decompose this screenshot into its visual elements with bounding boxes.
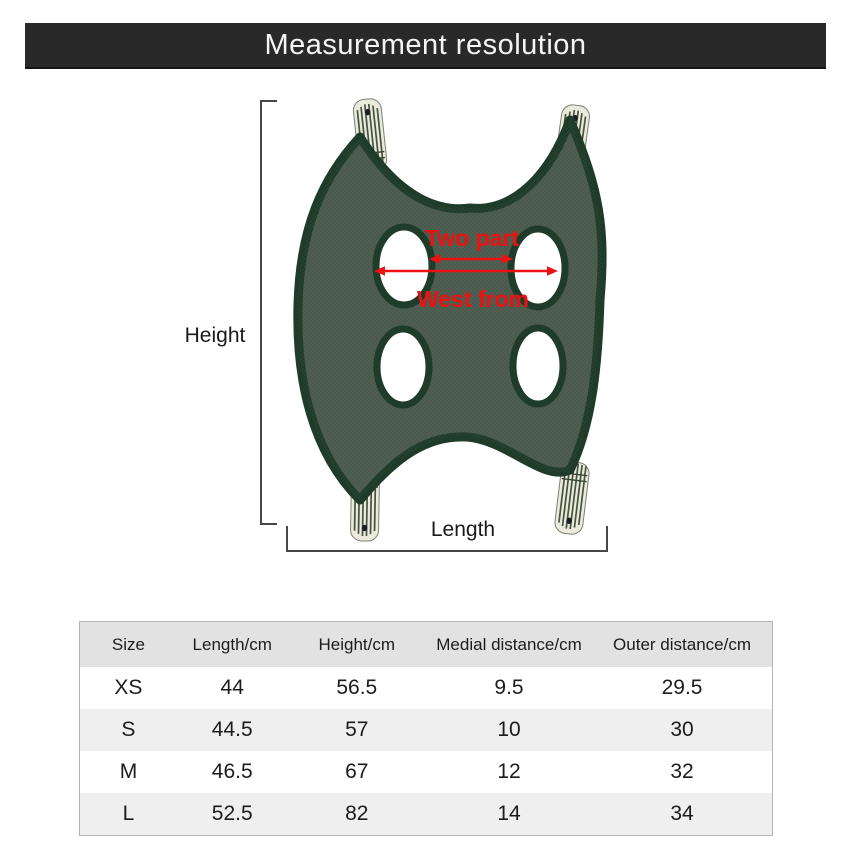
cell-height: 82	[345, 802, 369, 825]
height-label: Height	[185, 324, 246, 347]
cell-outer: 34	[670, 802, 694, 825]
cell-length: 44.5	[211, 718, 253, 741]
table-row-m: M 46.5 67 12 32	[80, 751, 772, 793]
height-bracket	[260, 100, 277, 525]
cell-size: XS	[114, 676, 143, 699]
medial-distance-label: Two part	[425, 225, 519, 251]
paw-hole-bottom-right	[509, 324, 567, 408]
table-row-s: S 44.5 57 10 30	[80, 709, 772, 751]
cell-height: 56.5	[336, 676, 378, 699]
cell-outer: 32	[670, 760, 694, 783]
cell-medial: 10	[497, 718, 521, 741]
table-row-l: L 52.5 82 14 34	[80, 793, 772, 835]
column-header-outer: Outer distance/cm	[592, 622, 772, 667]
hammock-fabric-texture	[297, 120, 603, 500]
cell-medial: 12	[497, 760, 521, 783]
table-row-xs: XS 44 56.5 9.5 29.5	[80, 667, 772, 709]
medial-distance-arrow	[429, 254, 513, 264]
paw-hole-top-right	[507, 225, 569, 311]
column-header-size: Size	[80, 622, 177, 667]
column-header-length: Length/cm	[176, 622, 288, 667]
cell-length: 52.5	[211, 802, 253, 825]
cell-outer: 30	[670, 718, 694, 741]
page-title: Measurement resolution	[264, 28, 587, 61]
cell-medial: 14	[497, 802, 521, 825]
header-bar: Measurement resolution	[25, 23, 826, 69]
column-header-height: Height/cm	[287, 622, 426, 667]
length-label: Length	[431, 518, 495, 541]
cell-height: 67	[345, 760, 369, 783]
cell-length: 44	[220, 676, 244, 699]
size-table: Size Length/cm Height/cm Medial distance…	[79, 621, 773, 836]
cell-size: L	[122, 802, 135, 825]
cell-outer: 29.5	[661, 676, 703, 699]
paw-hole-top-left	[372, 223, 436, 309]
paw-hole-bottom-left	[373, 325, 433, 409]
outer-distance-arrow	[374, 266, 558, 276]
outer-distance-label: West from	[417, 286, 529, 312]
measurement-diagram: Height Length Two part West from	[185, 96, 608, 552]
cell-size: M	[119, 760, 138, 783]
length-bracket	[286, 526, 608, 552]
column-header-medial: Medial distance/cm	[425, 622, 593, 667]
cell-height: 57	[345, 718, 369, 741]
table-header-row: Size Length/cm Height/cm Medial distance…	[80, 622, 772, 667]
cell-size: S	[121, 718, 136, 741]
cell-length: 46.5	[211, 760, 253, 783]
cell-medial: 9.5	[494, 676, 524, 699]
